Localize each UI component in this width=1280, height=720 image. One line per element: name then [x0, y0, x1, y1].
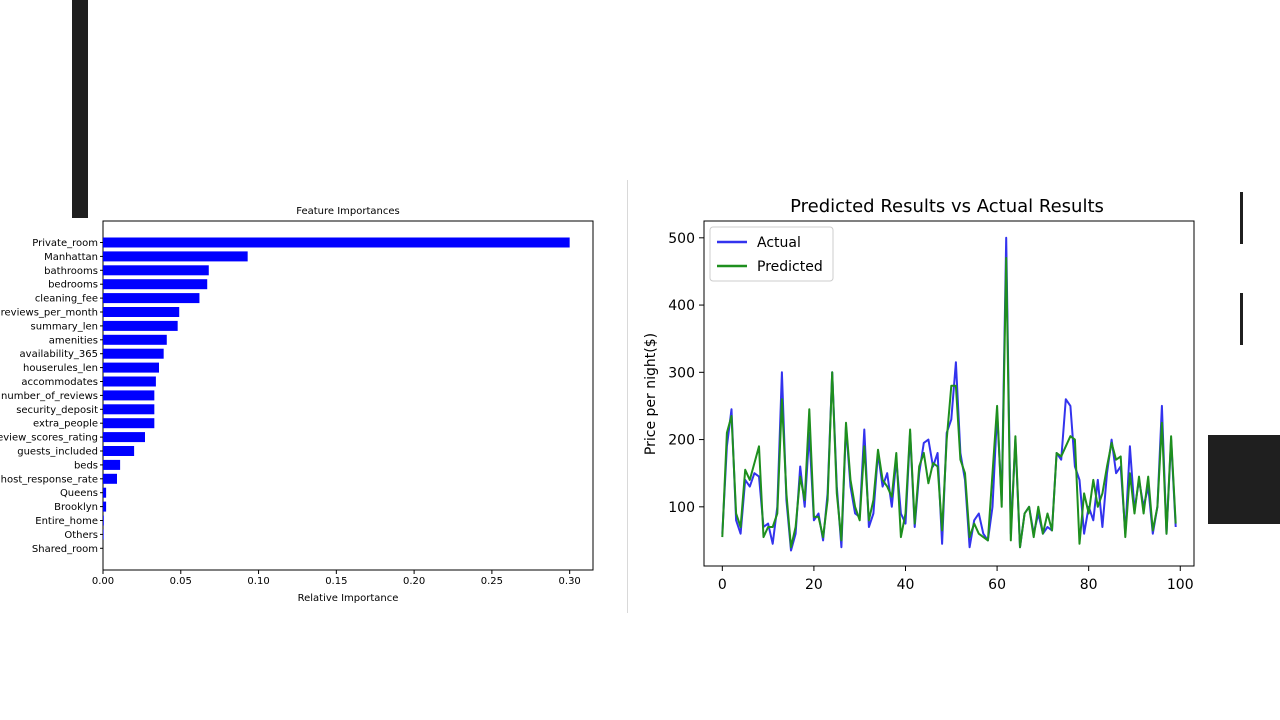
bar-host_response_rate: [103, 473, 117, 484]
y-axis-label: Price per night($): [643, 333, 659, 455]
bar-beds: [103, 459, 121, 470]
y-tick-label: accommodates: [21, 377, 98, 388]
bar-availability_365: [103, 348, 164, 359]
x-tick-label: 0.15: [325, 576, 347, 587]
legend-label-predicted: Predicted: [757, 259, 823, 275]
y-tick-label: 300: [668, 365, 695, 381]
series-line-actual: [721, 236, 1177, 552]
y-tick-label: houserules_len: [23, 363, 98, 374]
y-tick-label: Private_room: [32, 238, 98, 249]
y-tick-label: guests_included: [17, 447, 98, 458]
y-tick-label: extra_people: [33, 419, 98, 430]
y-tick-label: cleaning_fee: [35, 294, 98, 305]
bar-Entire_home: [103, 515, 104, 526]
y-tick-label: beds: [74, 460, 98, 471]
x-tick-label: 0.10: [247, 576, 269, 587]
series-line-predicted: [721, 257, 1177, 549]
x-tick-label: 0.05: [170, 576, 192, 587]
bar-Private_room: [103, 237, 570, 248]
legend-label-actual: Actual: [757, 235, 801, 251]
x-tick-label: 60: [988, 577, 1006, 593]
x-tick-label: 80: [1080, 577, 1098, 593]
legend-box: [709, 226, 834, 282]
bar-summary_len: [103, 320, 178, 331]
bar-security_deposit: [103, 404, 155, 415]
y-tick-label: Shared_room: [32, 544, 98, 555]
y-tick-label: Others: [64, 530, 98, 541]
decorative-right-block: [1208, 435, 1280, 524]
y-tick-label: security_deposit: [16, 405, 98, 416]
bar-reviews_per_month: [103, 307, 180, 317]
x-tick-label: 0.20: [403, 576, 425, 587]
x-tick-label: 20: [805, 577, 823, 593]
plot-frame: [703, 220, 1195, 567]
bar-accommodates: [103, 376, 156, 387]
x-tick-label: 0: [718, 577, 727, 593]
bar-number_of_reviews: [103, 390, 155, 401]
y-tick-label: bathrooms: [44, 266, 98, 277]
decorative-left-bar: [72, 0, 88, 218]
y-tick-label: bedrooms: [48, 280, 98, 291]
bar-Brooklyn: [103, 501, 107, 512]
x-tick-label: 40: [897, 577, 915, 593]
y-tick-label: Brooklyn: [54, 502, 98, 513]
bar-houserules_len: [103, 362, 159, 373]
decorative-right-line-top: [1240, 192, 1243, 244]
y-tick-label: 500: [668, 231, 695, 247]
x-tick-label: 0.00: [92, 576, 114, 587]
y-tick-label: number_of_reviews: [1, 391, 98, 402]
chart-title: Feature Importances: [296, 206, 399, 217]
bar-cleaning_fee: [103, 293, 200, 304]
y-tick-label: 200: [668, 433, 695, 449]
bar-Queens: [103, 487, 107, 498]
y-tick-label: 100: [668, 500, 695, 516]
x-tick-label: 0.25: [481, 576, 503, 587]
x-tick-label: 0.30: [559, 576, 581, 587]
bar-review_scores_rating: [103, 432, 145, 443]
bar-amenities: [103, 334, 167, 345]
bar-Manhattan: [103, 251, 248, 262]
panel-divider: [627, 180, 628, 613]
y-tick-label: summary_len: [31, 321, 98, 332]
y-tick-label: availability_365: [20, 349, 98, 360]
chart-title: Predicted Results vs Actual Results: [790, 196, 1104, 217]
bar-extra_people: [103, 418, 155, 429]
x-axis-label: Relative Importance: [298, 593, 399, 604]
y-tick-label: 400: [668, 298, 695, 314]
y-tick-label: Entire_home: [35, 516, 98, 527]
y-tick-label: amenities: [49, 335, 98, 346]
legend: Actual Predicted: [709, 226, 834, 282]
x-tick-label: 100: [1167, 577, 1194, 593]
y-tick-label: reviews_per_month: [1, 308, 98, 319]
y-tick-label: Manhattan: [44, 252, 98, 263]
bar-Others: [103, 529, 104, 540]
y-tick-label: host_response_rate: [1, 474, 98, 485]
y-tick-label: Queens: [60, 488, 98, 499]
bar-bedrooms: [103, 279, 208, 290]
bar-guests_included: [103, 446, 135, 456]
bar-bathrooms: [103, 265, 209, 276]
decorative-right-line-bottom: [1240, 293, 1243, 345]
y-tick-label: review_scores_rating: [0, 433, 98, 444]
